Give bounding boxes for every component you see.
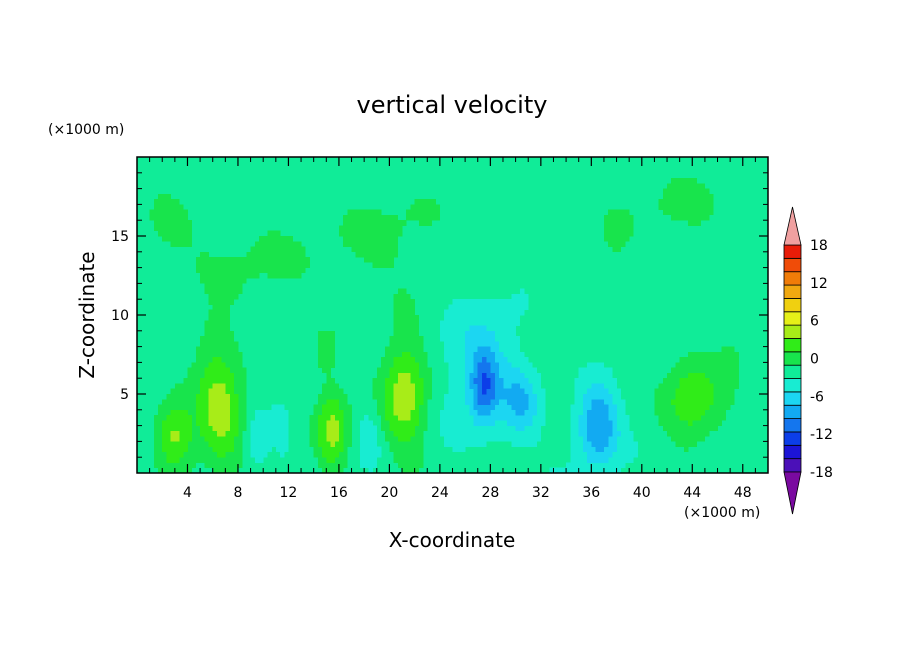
colorbar-tick-label: 18	[810, 238, 828, 254]
x-tick-label: 12	[280, 485, 298, 501]
plot-area	[137, 157, 769, 474]
x-tick-label: 4	[183, 485, 192, 501]
colorbar-tick-label: -12	[810, 427, 833, 443]
chart-title: vertical velocity	[357, 91, 548, 119]
x-axis-label: X-coordinate	[389, 528, 516, 552]
contour-level-0	[137, 157, 769, 474]
contour-level-2	[250, 288, 638, 474]
x-tick-label: 48	[734, 485, 752, 501]
colorbar-tick-label: 6	[810, 314, 819, 330]
colorbar-tick-label: -18	[810, 465, 833, 481]
x-tick-label: 40	[633, 485, 651, 501]
colorbar-swatch	[783, 458, 802, 473]
x-tick-label: 8	[233, 485, 242, 501]
colorbar-swatch	[783, 431, 802, 446]
contour-level-6	[170, 372, 415, 447]
y-tick-label: 15	[111, 229, 129, 245]
colorbar-swatch	[783, 338, 802, 353]
colorbar-swatch	[783, 257, 802, 273]
x-tick-label: 32	[532, 485, 550, 501]
colorbar-tick-label: 12	[810, 276, 828, 292]
x-tick-label: 44	[683, 485, 701, 501]
colorbar-swatch	[783, 404, 802, 419]
colorbar-swatch	[783, 378, 802, 393]
contour-level-1	[149, 178, 739, 474]
colorbar-swatch	[783, 324, 802, 339]
colorbar-swatch	[783, 311, 802, 326]
colorbar-top-arrow	[783, 206, 802, 246]
colorbar-swatch	[783, 418, 802, 433]
colorbar: 18 12 6 0 -6 -12 -18	[783, 206, 833, 515]
colorbar-swatch	[783, 284, 802, 299]
contour-level-8	[481, 372, 491, 395]
colorbar-tick-label: -6	[810, 389, 824, 405]
colorbar-swatch	[783, 391, 802, 406]
y-axis-label: Z-coordinate	[75, 251, 99, 378]
colorbar-swatch	[783, 271, 802, 286]
colorbar-swatch	[783, 244, 802, 259]
x-tick-label: 28	[481, 485, 499, 501]
contour-level-7	[473, 357, 495, 405]
x-tick-label: 16	[330, 485, 348, 501]
x-tick-label: 36	[582, 485, 600, 501]
x-tick-label: 20	[380, 485, 398, 501]
colorbar-swatch	[783, 298, 802, 313]
y-unit-label: (×1000 m)	[48, 122, 124, 138]
x-unit-label: (×1000 m)	[684, 505, 760, 521]
x-tick-label: 24	[431, 485, 449, 501]
contour-level-4	[465, 325, 622, 463]
colorbar-swatch	[783, 351, 802, 366]
y-tick-label: 5	[120, 387, 129, 403]
y-tick-label: 10	[111, 308, 129, 324]
colorbar-swatch	[783, 364, 802, 379]
colorbar-bottom-arrow	[783, 471, 802, 515]
contour-level-3	[162, 351, 714, 463]
colorbar-swatch	[783, 444, 802, 460]
colorbar-tick-label: 0	[810, 352, 819, 368]
